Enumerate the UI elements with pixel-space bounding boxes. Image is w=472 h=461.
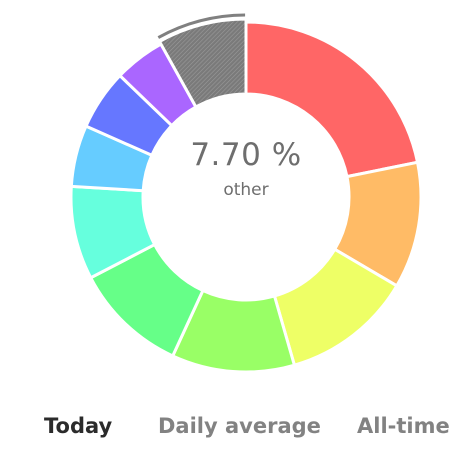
donut-segment[interactable] [244,20,420,179]
donut-segment[interactable] [157,17,248,110]
time-range-tabs: Today Daily average All-time [0,406,472,446]
donut-chart [69,13,423,374]
selected-percentage: 7.70 % [190,137,302,173]
selected-category-label: other [223,180,269,200]
tab-daily-average[interactable]: Daily average [158,414,321,438]
donut-center: 7.70 % other [146,135,346,203]
donut-segments [69,13,423,374]
tab-all-time[interactable]: All-time [357,414,450,438]
selected-segment-highlight [157,13,246,39]
tab-today[interactable]: Today [44,414,113,438]
